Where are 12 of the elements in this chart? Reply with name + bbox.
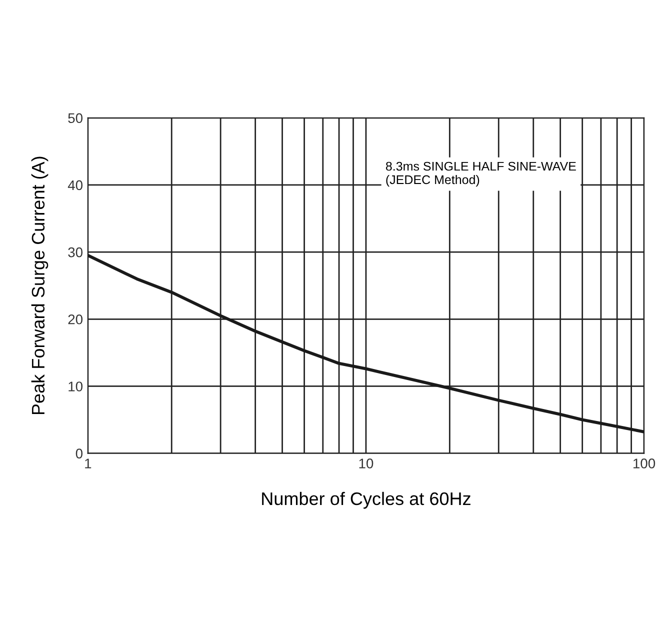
annotation: 8.3ms SINGLE HALF SINE-WAVE (JEDEC Method): [386, 162, 576, 187]
y-tick-label: 40: [68, 180, 83, 190]
x-axis-title: Number of Cycles at 60Hz: [262, 492, 470, 509]
y-tick-label: 10: [68, 382, 83, 392]
y-tick-label: 0: [76, 448, 83, 458]
y-axis-title: Peak Forward Surge Current (A): [31, 156, 48, 414]
y-tick-label: 20: [68, 314, 83, 324]
x-tick-label: 10: [359, 458, 374, 468]
y-tick-label: 50: [68, 113, 83, 124]
y-tick-label: 30: [68, 247, 83, 258]
x-tick-label: 100: [633, 458, 656, 468]
x-tick-label: 1: [85, 458, 92, 468]
